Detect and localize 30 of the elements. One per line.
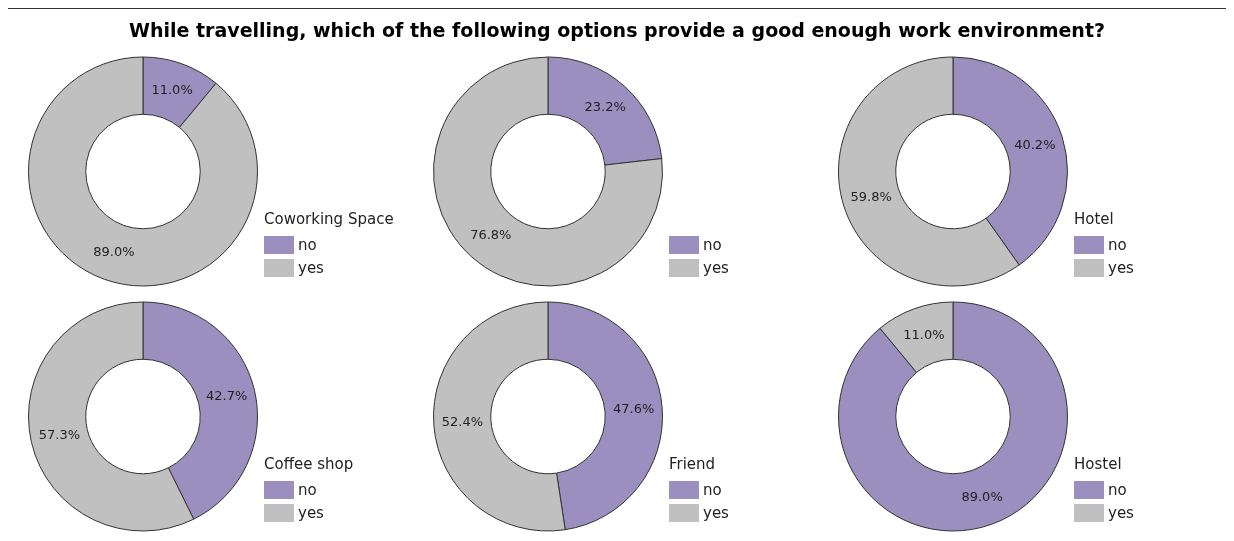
data-label: 40.2%	[1014, 136, 1056, 152]
data-label: 11.0%	[151, 82, 193, 98]
legend-label: no	[1108, 236, 1127, 254]
legend-label: no	[298, 481, 317, 499]
text: While travelling, which of the following options provide a good enough work environment?	[128, 18, 1106, 43]
legend-label: no	[298, 236, 317, 254]
legend-title: Hostel	[1074, 455, 1123, 473]
data-label: 11.0%	[903, 327, 945, 343]
legend-label: yes	[703, 504, 729, 522]
data-label: 47.6%	[612, 401, 655, 417]
data-label: 52.4%	[441, 414, 484, 430]
legend-title: Friend	[669, 455, 717, 473]
legend-label: yes	[1108, 259, 1134, 277]
data-label: 89.0%	[961, 488, 1003, 504]
data-label: 23.2%	[584, 98, 626, 114]
legend-label: no	[703, 481, 722, 499]
legend-title: Hotel	[1074, 210, 1115, 228]
legend-label: yes	[703, 259, 729, 277]
legend-title: Coffee shop	[264, 455, 355, 473]
data-label: 57.3%	[38, 427, 81, 443]
data-label: 59.8%	[850, 188, 892, 204]
data-label: 42.7%	[205, 388, 248, 404]
legend-label: no	[703, 236, 722, 254]
data-label: 76.8%	[470, 226, 512, 242]
data-label: 89.0%	[93, 243, 135, 259]
legend-label: no	[1108, 481, 1127, 499]
legend-label: yes	[1108, 504, 1134, 522]
legend-title: Coworking Space	[264, 210, 395, 228]
legend-label: yes	[298, 504, 324, 522]
legend-label: yes	[298, 259, 324, 277]
